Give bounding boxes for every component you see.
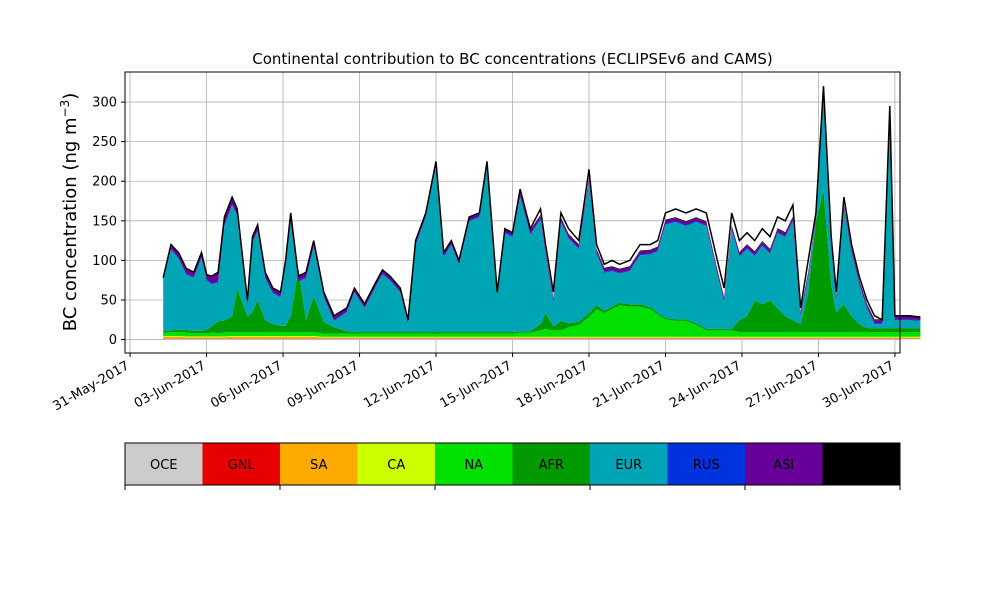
y-axis-label-close: ) <box>60 93 81 100</box>
y-tick-label: 250 <box>92 135 117 150</box>
total-concentration-line <box>162 86 921 322</box>
legend-label-gnl: GNL <box>228 458 256 473</box>
y-axis-ticks: 0 50 100 150 200 250 300 <box>92 96 125 348</box>
legend-label-aus: AUS <box>848 458 875 473</box>
area-na <box>163 305 921 337</box>
legend-swatch-sa <box>280 443 358 485</box>
y-tick-label: 300 <box>92 96 117 111</box>
legend-swatch-ca <box>357 443 436 485</box>
y-tick-label: 100 <box>92 254 117 269</box>
legend-label-eur: EUR <box>615 458 642 473</box>
total-line <box>162 86 921 322</box>
y-axis-label-text: BC concentration (ng m <box>60 117 81 331</box>
legend-label-sa: SA <box>310 458 327 473</box>
legend-swatch-afr <box>512 443 591 485</box>
legend-label-ca: CA <box>387 458 405 473</box>
legend-label-oce: OCE <box>150 458 178 473</box>
y-tick-label: 0 <box>109 333 117 348</box>
legend-swatch-na <box>435 443 513 485</box>
area-oce <box>163 338 921 340</box>
legend-swatch-gnl <box>202 443 281 485</box>
legend-label-afr: AFR <box>539 458 564 473</box>
legend-swatch-oce <box>125 443 203 485</box>
legend-label-na: NA <box>464 458 483 473</box>
legend-swatch-asi <box>745 443 823 485</box>
y-tick-label: 200 <box>92 175 117 190</box>
stacked-areas <box>163 89 921 340</box>
area-sa <box>163 336 921 339</box>
legend-frame <box>124 442 901 486</box>
area-eur <box>163 94 921 332</box>
y-tick-label: 50 <box>100 293 117 308</box>
legend-swatch-aus <box>822 443 901 485</box>
area-afr <box>163 189 921 334</box>
y-axis-label-superscript: −3 <box>58 100 72 118</box>
legend-colorbar: OCE GNL SA CA NA AFR EUR RUS ASI AUS <box>124 442 901 490</box>
legend-swatch-eur <box>590 443 668 485</box>
legend-swatch-rus <box>667 443 746 485</box>
legend-label-rus: RUS <box>693 458 720 473</box>
y-axis-label: BC concentration (ng m−3) <box>58 93 81 332</box>
chart-title: Continental contribution to BC concentra… <box>252 50 773 68</box>
y-tick-label: 150 <box>92 214 117 229</box>
legend-label-asi: ASI <box>773 458 794 473</box>
